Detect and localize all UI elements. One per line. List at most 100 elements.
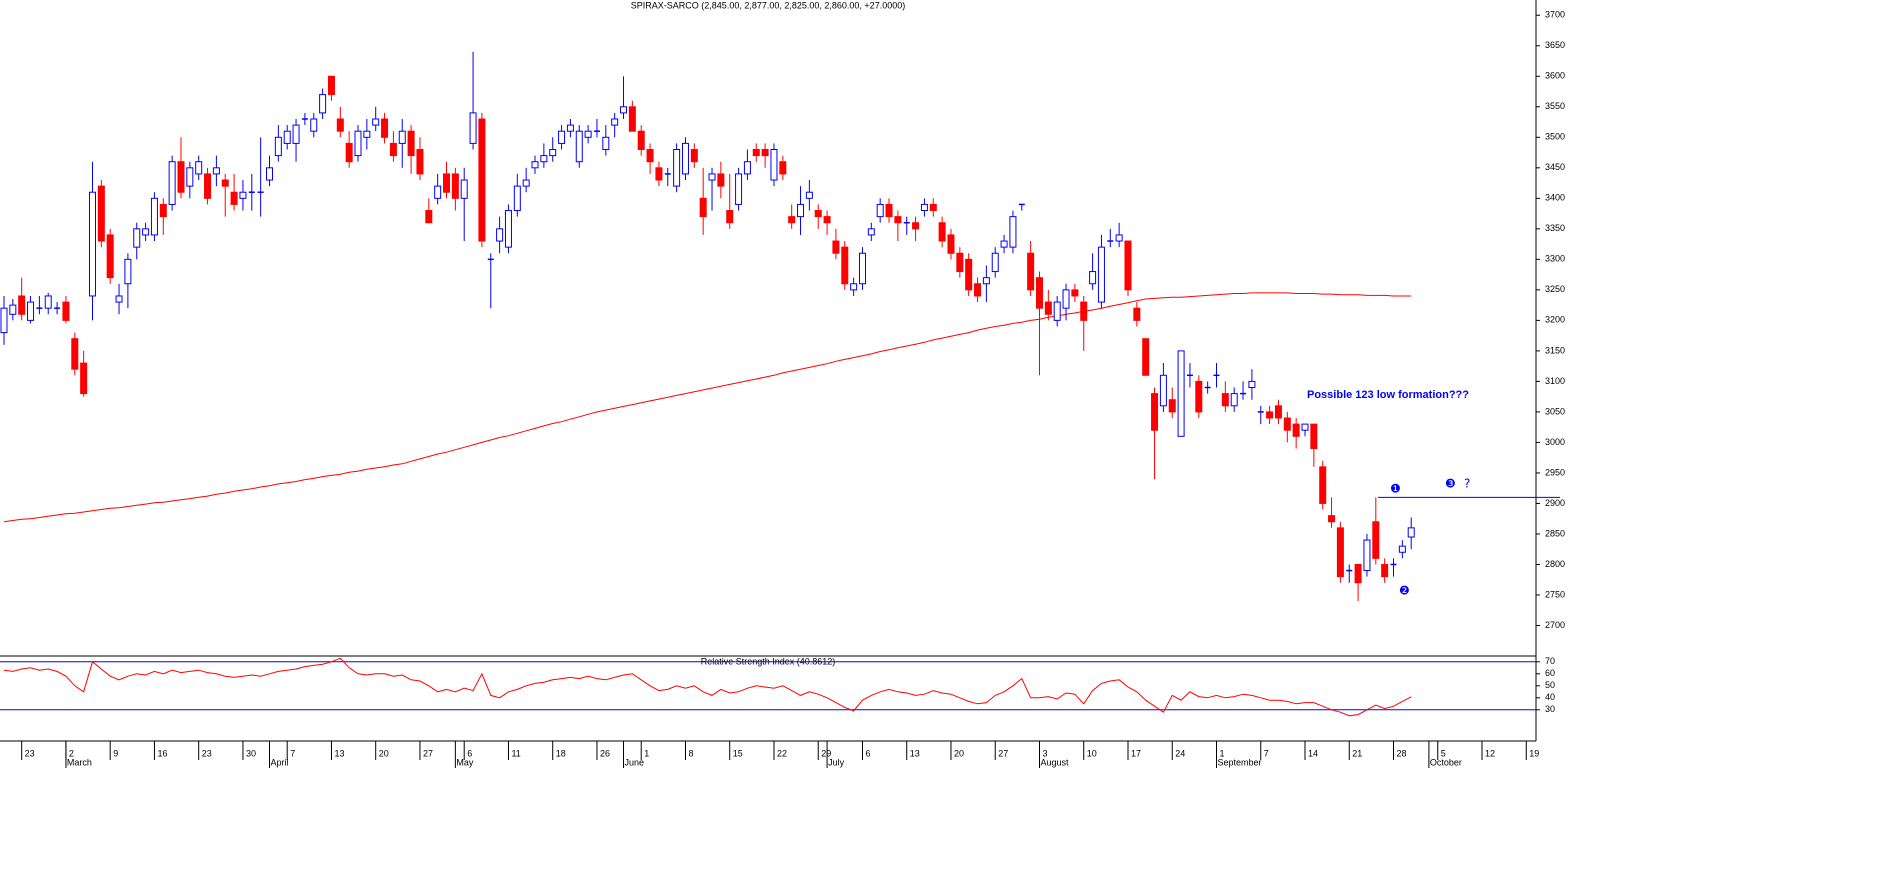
x-tick-label: 28: [1397, 748, 1407, 758]
y-tick-label: 3400: [1545, 193, 1565, 203]
x-tick-label: 23: [202, 748, 212, 758]
y-tick-label: 70: [1545, 656, 1555, 666]
x-tick-label: 13: [334, 748, 344, 758]
x-tick-label: 9: [113, 748, 118, 758]
y-tick-label: 3650: [1545, 40, 1565, 50]
candle-body: [451, 173, 459, 199]
x-tick-label: 15: [733, 748, 743, 758]
candle-body: [97, 185, 105, 242]
candle-body: [398, 130, 406, 144]
y-tick-label: 3550: [1545, 101, 1565, 111]
candle-body: [204, 173, 212, 199]
candle-body: [1133, 307, 1141, 321]
candle-body: [212, 167, 220, 175]
x-tick-label: 6: [467, 748, 472, 758]
y-tick-label: 3000: [1545, 437, 1565, 447]
y-tick-label: 3600: [1545, 71, 1565, 81]
candle-body: [133, 228, 141, 248]
x-tick-label: 10: [1087, 748, 1097, 758]
candle-body: [867, 228, 875, 236]
candle-body: [1336, 527, 1344, 578]
candle-body: [1071, 289, 1079, 297]
x-tick-label: 12: [1485, 748, 1495, 758]
candle-body: [177, 161, 185, 193]
x-tick-label: 8: [688, 748, 693, 758]
candle-body: [1044, 301, 1052, 315]
x-tick-label: 22: [777, 748, 787, 758]
candle-body: [434, 185, 442, 199]
x-tick-label: 23: [25, 748, 35, 758]
candle-body: [124, 258, 132, 285]
candle-body: [1319, 466, 1327, 504]
candle-body: [1274, 405, 1282, 419]
candle-body: [770, 149, 778, 181]
candle-body: [885, 203, 893, 218]
x-tick-label: 14: [1308, 748, 1318, 758]
x-tick-label: 5: [1441, 748, 1446, 758]
candle-body: [620, 106, 628, 114]
x-tick-label: 24: [1175, 748, 1185, 758]
candle-body: [230, 191, 238, 205]
candle-body: [1195, 380, 1203, 413]
month-label: September: [1217, 757, 1261, 767]
x-tick-label: 27: [423, 748, 433, 758]
x-tick-label: 18: [556, 748, 566, 758]
candle-body: [478, 118, 486, 242]
candle-body: [469, 112, 477, 144]
y-tick-label: 2850: [1545, 528, 1565, 538]
candle-body: [9, 304, 17, 315]
candle-body: [274, 136, 282, 157]
candle-body: [1035, 277, 1043, 309]
candle-body: [363, 130, 371, 138]
y-tick-label: 3350: [1545, 223, 1565, 233]
y-tick-label: 3150: [1545, 345, 1565, 355]
x-tick-label: 20: [954, 748, 964, 758]
candle-body: [540, 155, 548, 163]
candle-body: [381, 118, 389, 138]
x-tick-label: 7: [1264, 748, 1269, 758]
x-tick-label: 6: [865, 748, 870, 758]
candle-body: [575, 130, 583, 163]
candle-body: [1221, 393, 1229, 407]
y-tick-label: 2700: [1545, 620, 1565, 630]
candle-body: [1177, 350, 1185, 437]
candle-body: [336, 118, 344, 132]
candle-body: [1372, 521, 1380, 559]
candle-body: [1053, 301, 1061, 321]
y-tick-label: 3300: [1545, 254, 1565, 264]
candle-body: [611, 118, 619, 126]
candle-body: [80, 362, 88, 395]
candle-body: [1301, 423, 1309, 431]
candle-body: [1151, 393, 1159, 431]
candle-body: [779, 161, 787, 175]
candle-body: [186, 167, 194, 187]
month-label: October: [1430, 757, 1462, 767]
y-tick-label: 50: [1545, 680, 1555, 690]
candle-body: [1328, 515, 1336, 523]
candle-body: [628, 106, 636, 132]
candle-body: [858, 252, 866, 285]
rsi-line: [3, 657, 1412, 717]
candle-body: [566, 124, 574, 132]
annotation-note: Possible 123 low formation???: [1307, 389, 1469, 401]
candle-body: [761, 149, 769, 157]
candle-body: [1398, 545, 1406, 553]
candle-body: [1009, 216, 1017, 248]
candle-body: [44, 295, 52, 309]
candle-body: [513, 185, 521, 212]
candle-body: [1248, 380, 1256, 388]
candle-body: [292, 124, 300, 144]
y-tick-label: 3200: [1545, 315, 1565, 325]
x-tick-label: 16: [157, 748, 167, 758]
candle-body: [982, 277, 990, 285]
month-label: May: [456, 757, 474, 767]
candle-body: [584, 130, 592, 138]
candle-body: [894, 216, 902, 224]
candle-body: [814, 210, 822, 218]
y-tick-label: 3250: [1545, 284, 1565, 294]
x-tick-label: 26: [600, 748, 610, 758]
month-label: April: [270, 757, 288, 767]
candle-body: [1168, 399, 1176, 413]
y-tick-label: 60: [1545, 668, 1555, 678]
candle-body: [345, 142, 353, 163]
